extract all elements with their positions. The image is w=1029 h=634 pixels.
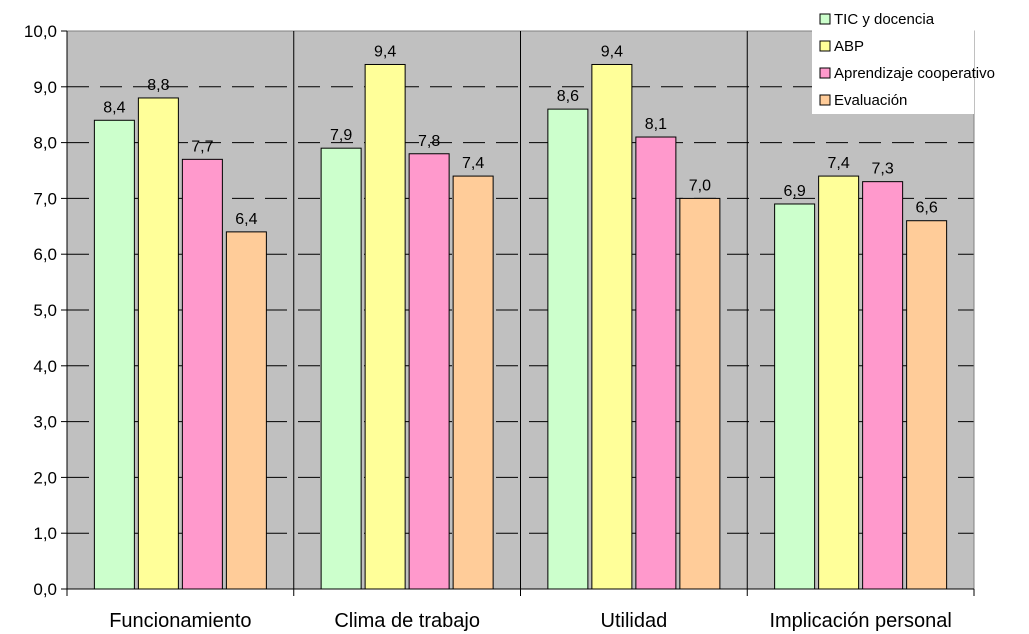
y-axis: 0,0 1,0 2,0 3,0 4,0 5,0 6,0 7,0 8,0 9,0 10,0 [24,22,68,599]
bar [818,175,860,590]
bar [774,203,816,590]
y-tick-label: 4,0 [33,357,57,376]
legend-swatch [819,13,831,25]
legend-swatch [819,67,831,79]
bar [591,63,633,590]
bar [679,197,721,590]
data-label: 6,4 [235,211,257,228]
legend-label: Evaluación [834,92,907,109]
bar [137,97,179,590]
category-separators [293,31,748,589]
legend: TIC y docencia ABP Aprendizaje cooperativo… [812,2,995,114]
data-label: 8,4 [103,99,125,116]
data-label: 6,6 [916,200,938,217]
data-labels: 8,4 8,8 7,7 6,4 7,9 9,4 7,8 7,4 8,6 9,4 8,1 7,0 6,9 7… [103,43,938,227]
data-label: 9,4 [374,43,396,60]
y-tick-label: 1,0 [33,524,57,543]
y-tick-label: 2,0 [33,468,57,487]
data-label: 8,8 [147,77,169,94]
category-label: Funcionamiento [109,610,251,632]
data-label: 6,9 [784,183,806,200]
bar [452,175,494,590]
category-label: Implicación personal [769,610,951,632]
y-tick-label: 9,0 [33,78,57,97]
y-tick-label: 10,0 [24,22,57,41]
y-tick-label: 6,0 [33,245,57,264]
bar [906,220,948,590]
y-tick-label: 5,0 [33,301,57,320]
legend-label: TIC y docencia [834,11,935,28]
legend-label: Aprendizaje cooperativo [834,65,995,82]
data-label: 8,6 [557,88,579,105]
bar [364,63,406,590]
data-label: 9,4 [601,43,623,60]
y-tick-label: 3,0 [33,413,57,432]
bar [635,136,677,590]
y-tick-label: 7,0 [33,189,57,208]
data-label: 7,8 [418,133,440,150]
data-label: 7,4 [462,155,484,172]
y-tick-label: 0,0 [33,580,57,599]
bar [408,153,450,590]
legend-label: ABP [834,38,864,55]
bars [93,63,948,590]
category-label: Utilidad [601,610,668,632]
data-label: 7,0 [689,177,711,194]
data-label: 8,1 [645,116,667,133]
legend-swatch [819,40,831,52]
bar [547,108,589,590]
data-label: 7,3 [872,161,894,178]
y-tick-label: 8,0 [33,134,57,153]
data-label: 7,9 [330,127,352,144]
data-label: 7,4 [828,155,850,172]
bar [181,158,223,590]
bar [93,119,135,590]
bar [862,181,904,590]
legend-box [812,2,974,114]
category-label: Clima de trabajo [334,610,480,632]
legend-swatch [819,94,831,106]
bar [320,147,362,590]
x-axis: Funcionamiento Clima de trabajo Utilidad Im… [66,588,975,632]
data-label: 7,7 [191,138,213,155]
bar [225,231,267,590]
